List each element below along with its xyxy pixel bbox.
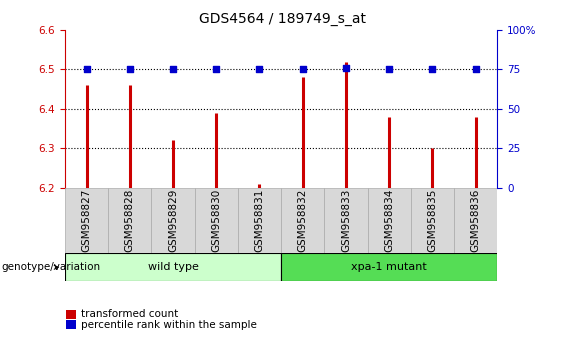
Bar xyxy=(65,188,108,253)
Text: wild type: wild type xyxy=(147,262,198,272)
Bar xyxy=(324,188,368,253)
Bar xyxy=(367,188,411,253)
Text: transformed count: transformed count xyxy=(81,309,178,319)
Bar xyxy=(151,188,194,253)
Text: GSM958834: GSM958834 xyxy=(384,189,394,252)
Text: GSM958828: GSM958828 xyxy=(125,189,135,252)
Text: GSM958831: GSM958831 xyxy=(254,189,264,252)
Text: GSM958832: GSM958832 xyxy=(298,189,308,252)
Point xyxy=(168,67,177,72)
Bar xyxy=(108,188,151,253)
Text: GSM958836: GSM958836 xyxy=(471,189,481,252)
Point xyxy=(212,67,221,72)
Text: genotype/variation: genotype/variation xyxy=(1,262,100,272)
Bar xyxy=(65,253,281,281)
Bar xyxy=(281,188,324,253)
Text: GDS4564 / 189749_s_at: GDS4564 / 189749_s_at xyxy=(199,12,366,27)
Text: GSM958833: GSM958833 xyxy=(341,189,351,252)
Point xyxy=(471,67,480,72)
Point xyxy=(125,67,134,72)
Bar xyxy=(411,188,454,253)
Bar xyxy=(194,188,238,253)
Text: GSM958830: GSM958830 xyxy=(211,189,221,252)
Text: xpa-1 mutant: xpa-1 mutant xyxy=(351,262,427,272)
Point xyxy=(428,67,437,72)
Bar xyxy=(281,253,497,281)
Text: GSM958835: GSM958835 xyxy=(427,189,437,252)
Point xyxy=(82,67,91,72)
Point xyxy=(385,67,394,72)
Bar xyxy=(238,188,281,253)
Point xyxy=(341,65,350,70)
Text: GSM958829: GSM958829 xyxy=(168,189,178,252)
Bar xyxy=(454,188,497,253)
Text: GSM958827: GSM958827 xyxy=(81,189,92,252)
Text: percentile rank within the sample: percentile rank within the sample xyxy=(81,320,257,330)
Point xyxy=(255,67,264,72)
Point xyxy=(298,67,307,72)
